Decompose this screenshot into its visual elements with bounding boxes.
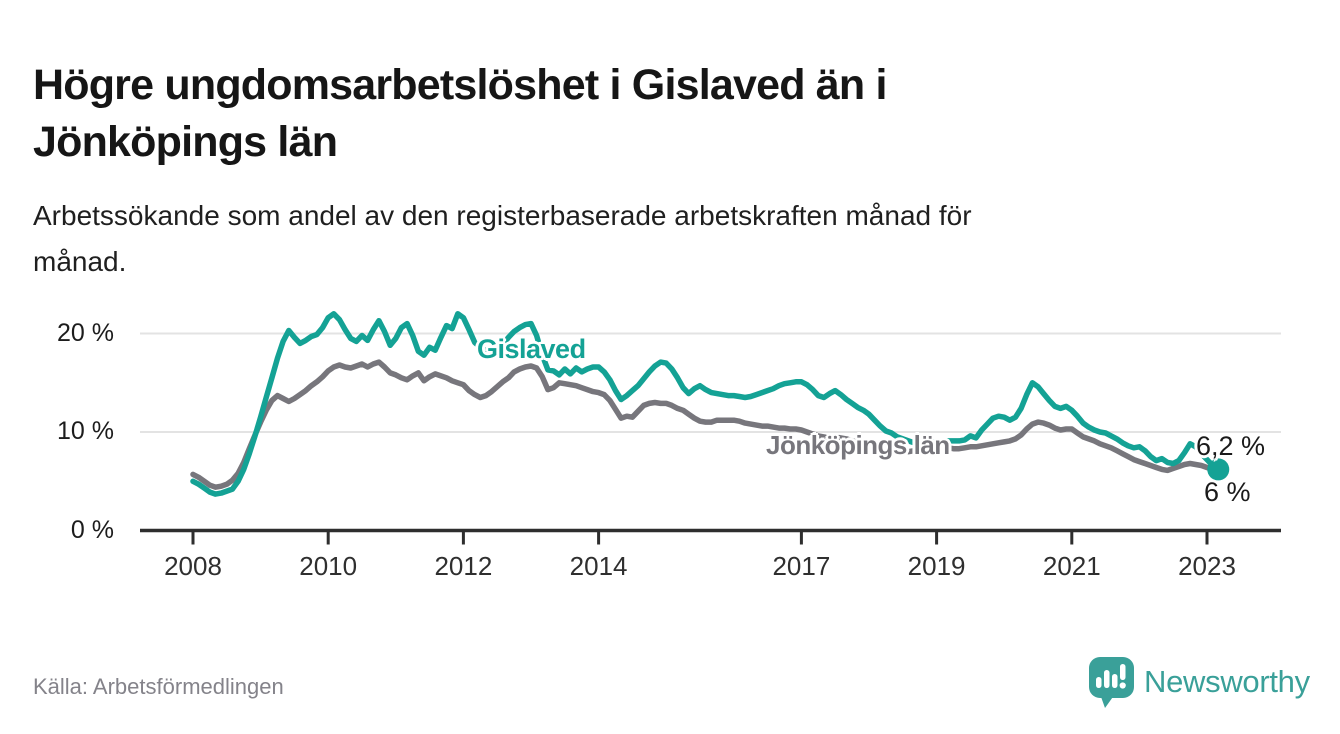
chart-subtitle-line2: månad. — [33, 246, 127, 277]
x-tick-label-2012: 2012 — [434, 551, 493, 581]
gislaved-series-label: Gislaved — [477, 334, 586, 364]
source-attribution: Källa: Arbetsförmedlingen — [33, 674, 284, 699]
newsworthy-logo-icon — [1089, 657, 1134, 708]
y-tick-label-10: 10 % — [57, 417, 114, 445]
page-title-line1: Högre ungdomsarbetslöshet i Gislaved än … — [33, 60, 887, 109]
newsworthy-logo: Newsworthy — [1088, 656, 1310, 708]
x-tick-label-2021: 2021 — [1042, 551, 1101, 581]
gislaved-line-series — [190, 311, 1222, 497]
x-axis — [140, 528, 1281, 545]
jonkoping-series-label: Jönköpings län — [766, 430, 950, 460]
x-tick-label-2008: 2008 — [164, 551, 222, 581]
x-tick-label-2023: 2023 — [1178, 551, 1236, 581]
gridlines — [140, 332, 1281, 433]
jonkoping-end-value-label: 6 % — [1204, 477, 1251, 507]
x-tick-label-2017: 2017 — [772, 551, 831, 581]
jonkoping-line-series — [190, 359, 1222, 490]
y-tick-label-20: 20 % — [57, 318, 114, 347]
x-tick-label-2014: 2014 — [569, 551, 628, 581]
page-title-line2: Jönköpings län — [33, 117, 338, 166]
gislaved-end-value-label: 6,2 % — [1196, 431, 1266, 461]
y-tick-label-0: 0 % — [70, 515, 114, 544]
chart-subtitle-line1: Arbetssökande som andel av den registerb… — [33, 200, 972, 231]
newsworthy-logo-text: Newsworthy — [1144, 664, 1310, 699]
page-title: Högre ungdomsarbetslöshet i Gislaved än … — [33, 57, 1153, 171]
chart-subtitle: Arbetssökande som andel av den registerb… — [33, 193, 1253, 285]
x-tick-label-2010: 2010 — [299, 551, 358, 581]
x-tick-label-2019: 2019 — [907, 551, 966, 581]
